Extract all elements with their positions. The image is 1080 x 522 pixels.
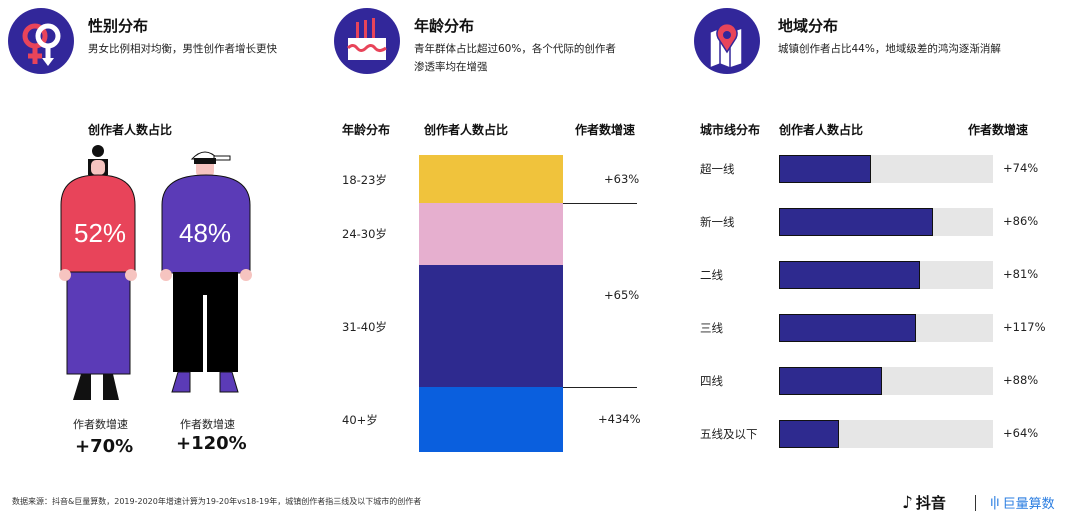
age-segment-0 <box>419 155 563 203</box>
age-subtitle-line1: 青年群体占比超过60%，各个代际的创作者 <box>414 43 616 55</box>
male-share: 48% <box>179 218 232 248</box>
age-label-18-23: 18-23岁 <box>342 173 387 187</box>
region-growth: +88% <box>1003 373 1039 387</box>
age-subtitle-line2: 渗透率均在增强 <box>414 61 488 73</box>
age-stacked-bar <box>419 155 563 452</box>
region-label: 二线 <box>700 268 723 282</box>
gender-chart-title: 创作者人数占比 <box>88 123 173 137</box>
ocean-engine-logo-text: 巨量算数 <box>1002 497 1055 512</box>
age-growth-18-23: +63% <box>604 172 640 186</box>
region-bar-track <box>779 155 993 183</box>
ocean-engine-bars-icon: ı|ı <box>990 495 1000 510</box>
region-label: 超一线 <box>700 162 735 176</box>
region-growth: +74% <box>1003 161 1039 175</box>
region-bar <box>779 420 839 448</box>
birthday-cake-icon <box>334 8 400 74</box>
male-figure <box>160 151 252 393</box>
age-divider <box>563 203 637 204</box>
map-pin-icon <box>694 8 760 74</box>
age-label-31-40: 31-40岁 <box>342 320 387 334</box>
age-label-40plus: 40+岁 <box>342 413 378 427</box>
age-growth-24-40: +65% <box>604 288 640 302</box>
region-col-growth: 作者数增速 <box>968 123 1029 137</box>
region-bar <box>779 155 872 183</box>
gender-symbols-icon <box>8 8 74 74</box>
region-bar-track <box>779 314 993 342</box>
age-segment-1 <box>419 202 563 265</box>
female-share: 52% <box>74 218 127 248</box>
region-label: 新一线 <box>700 215 735 229</box>
region-title: 地域分布 <box>778 17 839 35</box>
region-bar <box>779 314 916 342</box>
male-growth: +120% <box>176 433 247 454</box>
male-growth-label: 作者数增速 <box>180 418 235 431</box>
douyin-logo-text: 抖音 <box>915 494 946 512</box>
age-label-24-30: 24-30岁 <box>342 227 387 241</box>
age-col-share: 创作者人数占比 <box>424 123 509 137</box>
age-growth-40plus: +434% <box>598 412 641 426</box>
age-divider <box>563 387 637 388</box>
region-bar <box>779 261 921 289</box>
region-subtitle: 城镇创作者占比44%，地域级差的鸿沟逐渐消解 <box>778 43 1001 55</box>
logo-divider <box>975 495 976 511</box>
gender-title: 性别分布 <box>88 17 149 35</box>
region-col-share: 创作者人数占比 <box>779 123 864 137</box>
ocean-engine-logo: ı|ı 巨量算数 <box>990 493 1055 512</box>
region-label: 五线及以下 <box>700 427 758 441</box>
region-bar <box>779 208 934 236</box>
region-label: 四线 <box>700 374 723 388</box>
region-growth: +64% <box>1003 426 1039 440</box>
region-bar-track <box>779 420 993 448</box>
age-subtitle: 青年群体占比超过60%，各个代际的创作者 渗透率均在增强 <box>414 40 616 76</box>
region-growth: +117% <box>1003 320 1046 334</box>
region-col-city: 城市线分布 <box>700 123 761 137</box>
female-figure <box>59 145 137 400</box>
region-label: 三线 <box>700 321 723 335</box>
age-col-age: 年龄分布 <box>342 123 391 137</box>
region-bar <box>779 367 882 395</box>
gender-subtitle: 男女比例相对均衡，男性创作者增长更快 <box>88 43 277 55</box>
data-source-note: 数据来源：抖音&巨量算数，2019-2020年增速计算为19-20年vs18-1… <box>12 497 422 506</box>
douyin-note-icon: ♪ <box>902 492 913 513</box>
age-title: 年龄分布 <box>414 17 475 35</box>
female-growth-label: 作者数增速 <box>73 418 128 431</box>
region-bar-track <box>779 367 993 395</box>
region-bar-track <box>779 261 993 289</box>
female-growth: +70% <box>75 436 134 457</box>
douyin-logo: ♪ 抖音 <box>902 492 946 513</box>
age-segment-3 <box>419 386 563 452</box>
age-col-growth: 作者数增速 <box>575 123 636 137</box>
region-growth: +81% <box>1003 267 1039 281</box>
region-growth: +86% <box>1003 214 1039 228</box>
region-bar-track <box>779 208 993 236</box>
age-segment-2 <box>419 264 563 387</box>
